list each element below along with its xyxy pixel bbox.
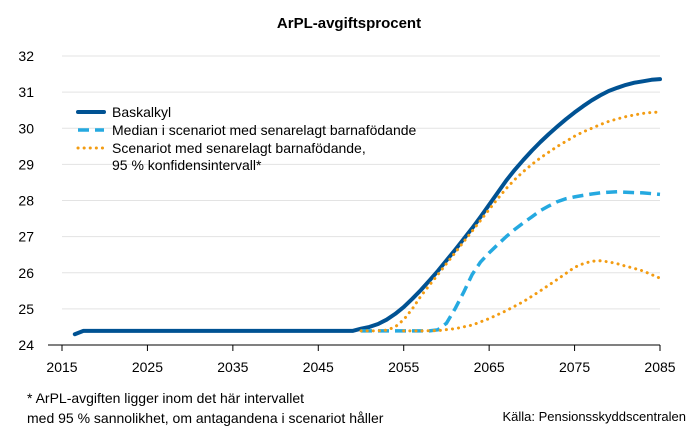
y-tick-label: 25 <box>18 301 34 317</box>
series-line-1 <box>72 77 662 337</box>
y-tick-label: 29 <box>18 156 34 172</box>
y-tick-label: 31 <box>18 84 34 100</box>
legend-label: Baskalkyl <box>112 104 171 120</box>
series-line-2 <box>361 190 661 333</box>
y-tick-label: 32 <box>18 48 34 64</box>
series-line-3 <box>359 110 662 333</box>
y-tick-label: 26 <box>18 265 34 281</box>
x-tick-label: 2075 <box>559 359 590 375</box>
x-tick-label: 2035 <box>217 359 248 375</box>
axes: 24 25 26 27 28 29 30 31 32 2015 2025 2035 2045 2055 20… <box>18 48 675 375</box>
y-tick-label: 24 <box>18 337 34 353</box>
footnote-line-1: * ArPL-avgiften ligger inom det här inte… <box>27 390 305 406</box>
legend-label: Scenariot med senarelagt barnafödande, <box>112 140 366 156</box>
x-tick-label: 2085 <box>644 359 675 375</box>
chart-title: ArPL-avgiftsprocent <box>277 15 421 32</box>
footnote: * ArPL-avgiften ligger inom det här inte… <box>27 388 383 428</box>
y-tick-label: 27 <box>18 229 34 245</box>
gridlines <box>62 55 660 310</box>
x-tick-label: 2055 <box>388 359 419 375</box>
series-lines <box>72 77 662 337</box>
footnote-line-2: med 95 % sannolikhet, om antagandena i s… <box>27 410 384 426</box>
y-tick-label: 30 <box>18 120 34 136</box>
y-tick-label: 28 <box>18 193 34 209</box>
legend-label: 95 % konfidensintervall* <box>112 157 262 173</box>
legend-label: Median i scenariot med senarelagt barnaf… <box>112 122 417 138</box>
source-credit: Källa: Pensionsskyddscentralen <box>502 409 686 424</box>
x-tick-label: 2025 <box>132 359 163 375</box>
x-tick-label: 2065 <box>474 359 505 375</box>
series-line-4 <box>402 259 662 333</box>
x-tick-label: 2015 <box>46 359 77 375</box>
x-tick-label: 2045 <box>303 359 334 375</box>
legend: Baskalkyl Median i scenariot med senarela… <box>76 104 417 173</box>
